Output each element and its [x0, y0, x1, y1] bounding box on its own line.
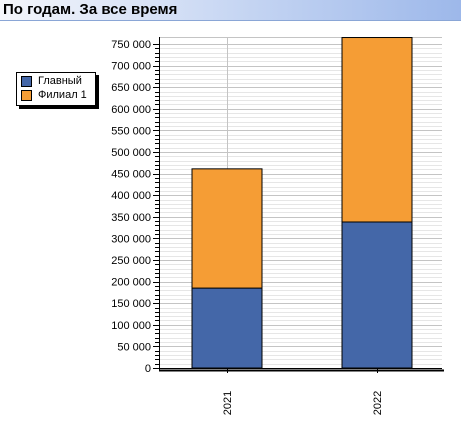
legend-item-branch: Филиал 1: [21, 89, 87, 102]
y-tick-label: 600 000: [111, 104, 151, 116]
y-tick-label: 50 000: [117, 341, 151, 353]
y-tick-label: 350 000: [111, 212, 151, 224]
y-tick-label: 500 000: [111, 147, 151, 159]
x-category-label: 2021: [222, 391, 234, 415]
y-tick-label: 550 000: [111, 125, 151, 137]
y-tick-label: 250 000: [111, 255, 151, 267]
y-tick-label: 650 000: [111, 82, 151, 94]
chart-title: По годам. За все время: [3, 1, 178, 18]
bar-segment: [341, 221, 413, 369]
chart-legend: Главный Филиал 1: [16, 72, 96, 106]
y-tick-label: 450 000: [111, 169, 151, 181]
y-tick-label: 100 000: [111, 320, 151, 332]
bar-segment: [191, 287, 263, 369]
x-category-label: 2022: [372, 391, 384, 415]
bar-segment: [341, 37, 413, 223]
y-tick-label: 0: [145, 363, 151, 375]
legend-label-branch: Филиал 1: [38, 89, 87, 101]
y-tick-label: 300 000: [111, 233, 151, 245]
y-tick-label: 200 000: [111, 277, 151, 289]
bar-segment: [191, 168, 263, 289]
y-tick-label: 150 000: [111, 298, 151, 310]
chart-title-bar: По годам. За все время: [0, 0, 461, 21]
legend-item-main: Главный: [21, 75, 82, 88]
y-tick-label: 750 000: [111, 39, 151, 51]
legend-swatch-main: [21, 76, 32, 87]
legend-label-main: Главный: [38, 75, 82, 87]
y-tick-label: 400 000: [111, 190, 151, 202]
y-tick-label: 700 000: [111, 61, 151, 73]
legend-swatch-branch: [21, 90, 32, 101]
